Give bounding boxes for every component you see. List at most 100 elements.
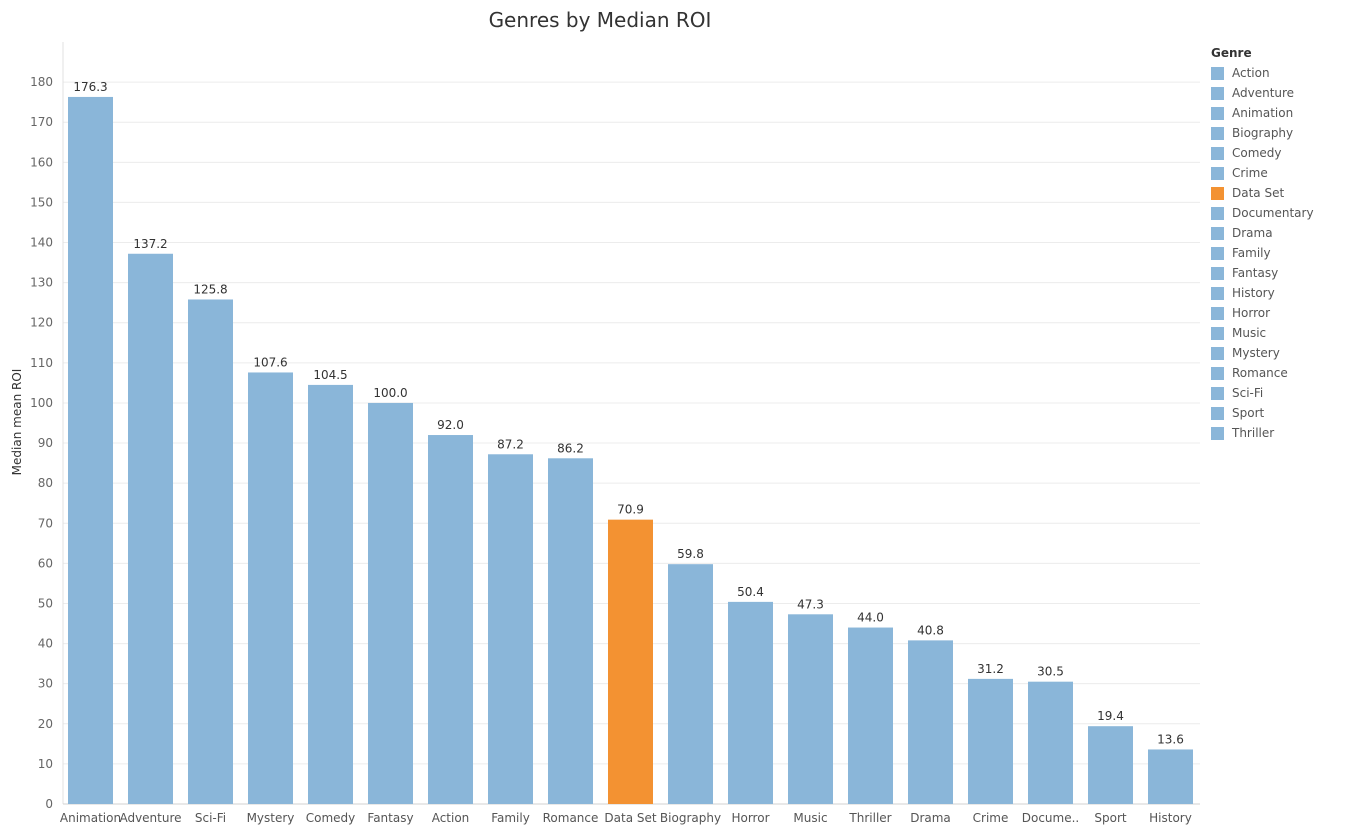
bar-value-label: 44.0	[857, 611, 884, 625]
bars	[68, 96, 1193, 804]
legend-item[interactable]: Documentary	[1211, 203, 1314, 223]
legend-swatch	[1211, 106, 1224, 120]
bar-value-label: 47.3	[797, 597, 824, 611]
legend-swatch	[1211, 366, 1224, 380]
legend-item[interactable]: Sport	[1211, 403, 1314, 423]
y-tick-label: 30	[38, 677, 53, 691]
y-tick-label: 150	[30, 195, 53, 209]
legend-label: Crime	[1232, 166, 1268, 180]
legend-label: Data Set	[1232, 186, 1285, 200]
bar-value-label: 137.2	[133, 237, 167, 251]
legend-label: History	[1232, 286, 1275, 300]
bar[interactable]	[608, 519, 653, 804]
legend-item[interactable]: Thriller	[1211, 423, 1314, 443]
x-tick-label: History	[1149, 811, 1192, 825]
legend-item[interactable]: Adventure	[1211, 83, 1314, 103]
y-tick-label: 10	[38, 757, 53, 771]
y-tick-label: 110	[30, 356, 53, 370]
legend-label: Horror	[1232, 306, 1271, 320]
bar-value-label: 87.2	[497, 437, 524, 451]
bar[interactable]	[308, 384, 353, 804]
legend: Genre Action Adventure Animation Biography C…	[1211, 46, 1314, 443]
legend-item[interactable]: Biography	[1211, 123, 1314, 143]
bar[interactable]	[1028, 681, 1073, 804]
legend-item[interactable]: Mystery	[1211, 343, 1314, 363]
y-tick-label: 70	[38, 516, 53, 530]
bar[interactable]	[668, 564, 713, 804]
legend-item[interactable]: Crime	[1211, 163, 1314, 183]
legend-swatch	[1211, 246, 1224, 260]
x-tick-label: Adventure	[119, 811, 181, 825]
x-tick-label: Animation	[60, 811, 121, 825]
bar[interactable]	[428, 435, 473, 804]
legend-label: Sci-Fi	[1232, 386, 1264, 400]
legend-item[interactable]: Romance	[1211, 363, 1314, 383]
legend-item[interactable]: Data Set	[1211, 183, 1314, 203]
legend-swatch	[1211, 326, 1224, 340]
bar[interactable]	[68, 96, 113, 804]
legend-item[interactable]: Horror	[1211, 303, 1314, 323]
legend-label: Drama	[1232, 226, 1273, 240]
bar[interactable]	[728, 601, 773, 804]
bar[interactable]	[788, 614, 833, 804]
legend-label: Family	[1232, 246, 1271, 260]
bar-value-label: 40.8	[917, 623, 944, 637]
data-labels: 176.3 137.2 125.8 107.6 104.5 100.0 92.0 87.2 86…	[73, 80, 1184, 747]
legend-item[interactable]: Action	[1211, 63, 1314, 83]
legend-item[interactable]: Comedy	[1211, 143, 1314, 163]
bar[interactable]	[1088, 726, 1133, 804]
y-tick-label: 100	[30, 396, 53, 410]
bar-value-label: 125.8	[193, 282, 227, 296]
x-tick-label: Crime	[973, 811, 1009, 825]
legend-item[interactable]: Fantasy	[1211, 263, 1314, 283]
legend-swatch	[1211, 426, 1224, 440]
legend-item[interactable]: Sci-Fi	[1211, 383, 1314, 403]
legend-item[interactable]: History	[1211, 283, 1314, 303]
legend-swatch	[1211, 406, 1224, 420]
bar-value-label: 19.4	[1097, 709, 1124, 723]
legend-label: Thriller	[1232, 426, 1275, 440]
legend-label: Comedy	[1232, 146, 1282, 160]
legend-item[interactable]: Music	[1211, 323, 1314, 343]
x-tick-label: Fantasy	[367, 811, 413, 825]
bar-value-label: 86.2	[557, 441, 584, 455]
bar-chart: 0 10 20 30 40 50 60 70 80 90 100 110 120 130 140 150 160…	[10, 42, 1200, 825]
y-tick-label: 180	[30, 75, 53, 89]
bar[interactable]	[368, 402, 413, 804]
legend-swatch	[1211, 186, 1224, 200]
bar[interactable]	[848, 627, 893, 804]
bar[interactable]	[248, 372, 293, 804]
chart-title: Genres by Median ROI	[488, 8, 712, 32]
x-tick-label: Biography	[660, 811, 721, 825]
legend-label: Action	[1232, 66, 1270, 80]
legend-label: Documentary	[1232, 206, 1314, 220]
y-tick-label: 90	[38, 436, 53, 450]
legend-label: Romance	[1232, 366, 1288, 380]
bar-value-label: 13.6	[1157, 732, 1184, 746]
legend-item[interactable]: Animation	[1211, 103, 1314, 123]
bar-value-label: 59.8	[677, 547, 704, 561]
bar[interactable]	[128, 253, 173, 804]
legend-label: Animation	[1232, 106, 1294, 120]
bar[interactable]	[908, 640, 953, 804]
y-tick-label: 20	[38, 717, 53, 731]
legend-label: Fantasy	[1232, 266, 1279, 280]
legend-swatch	[1211, 126, 1224, 140]
legend-item[interactable]: Drama	[1211, 223, 1314, 243]
legend-label: Mystery	[1232, 346, 1280, 360]
legend-swatch	[1211, 226, 1224, 240]
bar[interactable]	[968, 678, 1013, 804]
y-tick-label: 160	[30, 155, 53, 169]
bar[interactable]	[548, 458, 593, 804]
bar-value-label: 100.0	[373, 386, 407, 400]
legend-label: Sport	[1232, 406, 1265, 420]
x-tick-label: Mystery	[247, 811, 295, 825]
x-tick-label: Thriller	[848, 811, 891, 825]
bar[interactable]	[1148, 749, 1193, 804]
bar[interactable]	[188, 299, 233, 804]
legend-item[interactable]: Family	[1211, 243, 1314, 263]
legend-items: Action Adventure Animation Biography Comedy C…	[1211, 63, 1314, 443]
bar[interactable]	[488, 454, 533, 804]
bar-value-label: 30.5	[1037, 665, 1064, 679]
legend-swatch	[1211, 306, 1224, 320]
